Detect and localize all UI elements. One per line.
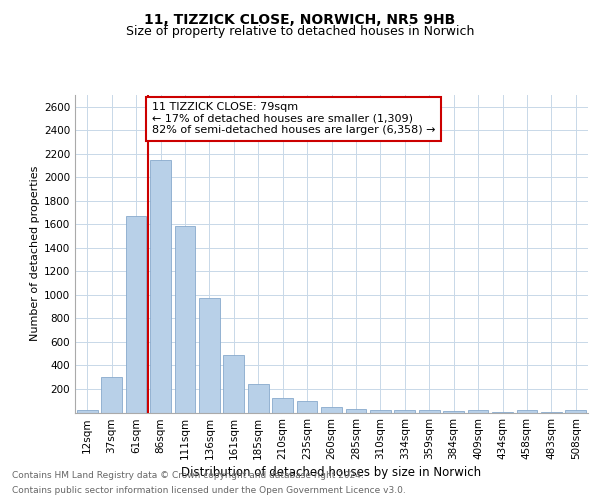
Bar — [101, 377, 122, 412]
Bar — [175, 226, 196, 412]
Bar — [77, 410, 98, 412]
Text: 11, TIZZICK CLOSE, NORWICH, NR5 9HB: 11, TIZZICK CLOSE, NORWICH, NR5 9HB — [145, 12, 455, 26]
Bar — [370, 410, 391, 412]
Bar — [150, 160, 171, 412]
Bar — [346, 409, 367, 412]
Bar — [517, 410, 538, 412]
Bar — [199, 298, 220, 412]
Text: Contains HM Land Registry data © Crown copyright and database right 2024.: Contains HM Land Registry data © Crown c… — [12, 471, 364, 480]
X-axis label: Distribution of detached houses by size in Norwich: Distribution of detached houses by size … — [181, 466, 482, 479]
Bar — [419, 410, 440, 412]
Bar — [248, 384, 269, 412]
Bar — [125, 216, 146, 412]
Text: 11 TIZZICK CLOSE: 79sqm
← 17% of detached houses are smaller (1,309)
82% of semi: 11 TIZZICK CLOSE: 79sqm ← 17% of detache… — [152, 102, 436, 136]
Bar — [565, 410, 586, 412]
Bar — [272, 398, 293, 412]
Y-axis label: Number of detached properties: Number of detached properties — [30, 166, 40, 342]
Bar — [467, 410, 488, 412]
Bar — [223, 355, 244, 412]
Bar — [321, 407, 342, 412]
Text: Size of property relative to detached houses in Norwich: Size of property relative to detached ho… — [126, 25, 474, 38]
Bar — [296, 400, 317, 412]
Bar — [394, 410, 415, 412]
Text: Contains public sector information licensed under the Open Government Licence v3: Contains public sector information licen… — [12, 486, 406, 495]
